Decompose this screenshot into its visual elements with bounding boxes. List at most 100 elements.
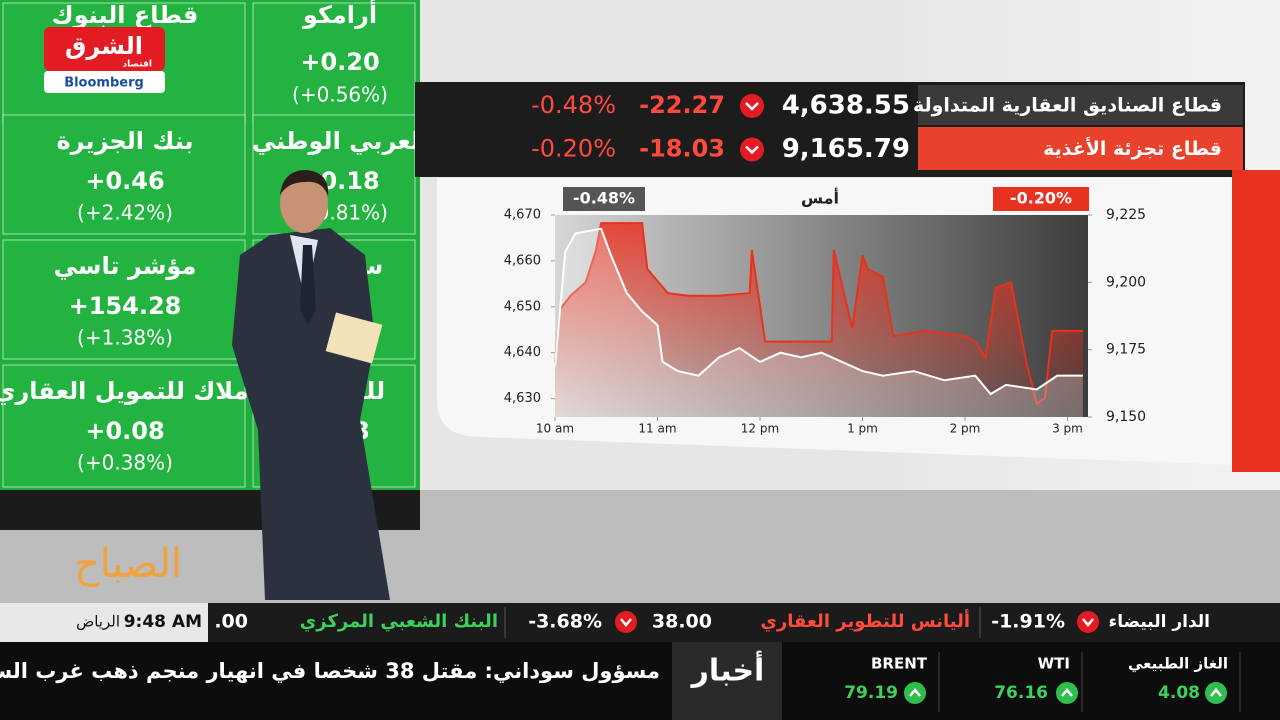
y2-tick-label: 9,150	[1106, 409, 1146, 425]
up-arrow	[909, 688, 921, 697]
board-name-box	[918, 127, 1243, 170]
clock-time: 9:48 AM	[124, 612, 202, 632]
presenter-hair	[280, 170, 329, 196]
red-strip	[1232, 170, 1280, 472]
board-name: قطاع الصناديق العقارية المتداولة	[913, 95, 1222, 117]
tile	[252, 2, 416, 123]
series-area	[555, 223, 1083, 417]
board-name: قطاع تجزئة الأغذية	[1043, 137, 1222, 160]
logo-white	[44, 71, 165, 93]
down-icon	[1077, 611, 1099, 633]
tile-name: بنك الجزيرة	[56, 127, 193, 155]
down-icon	[740, 94, 764, 118]
presenter-notes	[325, 312, 383, 364]
news-bg	[0, 642, 1280, 720]
logo-brand: الشرق	[65, 32, 143, 60]
down-arrow	[745, 102, 759, 111]
x-tick-label: 10 am	[536, 422, 574, 436]
up-arrow	[1061, 688, 1073, 697]
ticker-bg	[0, 603, 1280, 642]
board-change: -22.27	[639, 91, 725, 119]
y-tick-label: 4,640	[504, 345, 541, 360]
presenter-tie	[300, 245, 316, 325]
commodity-value: 4.08	[1158, 683, 1200, 703]
commodity-name: الغاز الطبيعي	[1128, 655, 1228, 673]
down-arrow	[620, 618, 632, 627]
annotation-box	[563, 187, 645, 211]
x-tick-label: 3 pm	[1052, 422, 1083, 436]
logo-sub: اقتصاد	[122, 60, 152, 70]
board-pct: -0.48%	[531, 91, 616, 119]
clock-city: الرياض	[76, 613, 120, 631]
commodity-name: WTI	[1038, 655, 1070, 673]
tile-change: +0.20	[300, 48, 379, 76]
up-icon	[1205, 682, 1227, 704]
tile-pct: (+0.56%)	[292, 83, 388, 107]
board-value: 4,638.55	[782, 91, 910, 121]
annotation-box	[993, 187, 1089, 211]
tile-name: العربي الوطني	[252, 127, 428, 155]
ticker-pct: -1.91%	[991, 611, 1065, 633]
tile-change: +0.46	[85, 167, 164, 195]
news-label: أخبار	[690, 651, 765, 689]
tile-name: قطاع البنوك	[52, 1, 199, 29]
y-tick-label: 4,650	[504, 299, 541, 314]
board-pct: -0.20%	[531, 135, 616, 163]
commodity-value: 76.16	[994, 683, 1048, 703]
down-icon	[615, 611, 637, 633]
tile-name: أملاك للتمويل العقاري	[0, 375, 257, 405]
chart-title: أمس	[801, 188, 839, 208]
up-icon	[1056, 682, 1078, 704]
annotation: -0.20%	[1010, 189, 1072, 208]
tile	[2, 114, 246, 235]
board-change: -18.03	[639, 135, 725, 163]
annotation: -0.48%	[573, 189, 635, 208]
y2-tick-label: 9,225	[1106, 207, 1146, 223]
board-value: 9,165.79	[782, 134, 910, 164]
up-arrow	[1210, 688, 1222, 697]
tile-change: +154.28	[69, 292, 182, 320]
tile	[2, 364, 246, 488]
y-tick-label: 4,670	[504, 208, 541, 223]
ticker-name: أليانس للتطوير العقاري	[760, 609, 970, 632]
tile-pct: (+1.38%)	[77, 326, 173, 350]
program-logo: الصباح	[74, 541, 182, 587]
tile	[2, 239, 246, 360]
tile-change: +0.08	[85, 417, 164, 445]
ticker-value: 38.00	[652, 611, 712, 633]
news-headline: مسؤول سوداني: مقتل 38 شخصا في انهيار منج…	[0, 659, 660, 683]
y2-tick-label: 9,200	[1106, 274, 1146, 290]
commodity-value: 79.19	[844, 683, 898, 703]
down-arrow	[745, 145, 759, 155]
x-tick-label: 1 pm	[847, 422, 878, 436]
tile-pct: (+0.38%)	[77, 451, 173, 475]
down-arrow	[1082, 618, 1094, 627]
down-icon	[740, 137, 764, 162]
news-label-bg	[672, 642, 782, 720]
tile-name: أرامكو	[302, 0, 377, 29]
tile	[252, 114, 416, 235]
commodity-name: BRENT	[871, 655, 928, 673]
logo-red	[44, 27, 165, 71]
ticker-pct: -3.68%	[528, 611, 602, 633]
x-tick-label: 12 pm	[741, 422, 779, 436]
up-icon	[904, 682, 926, 704]
series-line	[554, 227, 1083, 396]
x-tick-label: 11 am	[638, 422, 676, 436]
y-tick-label: 4,630	[504, 391, 541, 406]
ticker-name: البنك الشعبي المركزي	[300, 611, 498, 632]
presenter-head	[280, 173, 328, 233]
y2-tick-label: 9,175	[1106, 342, 1146, 358]
tile-pct: (+2.42%)	[77, 201, 173, 225]
logo-partner: Bloomberg	[64, 76, 144, 91]
tile-name: مؤشر تاسي	[54, 252, 197, 280]
series-line	[554, 222, 1083, 406]
clock-bg	[0, 603, 208, 642]
ticker-name: الدار البيضاء	[1109, 612, 1210, 632]
x-tick-label: 2 pm	[950, 422, 981, 436]
ticker-value: .00	[214, 611, 248, 633]
board-name-box	[918, 85, 1243, 125]
y-tick-label: 4,660	[504, 253, 541, 268]
